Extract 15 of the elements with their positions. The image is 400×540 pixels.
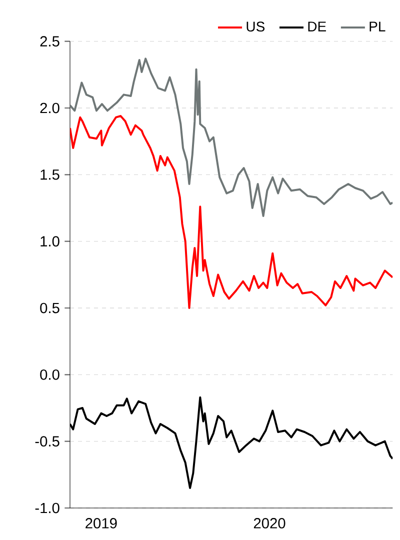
legend-label: US: [246, 22, 265, 32]
x-tick-label: 2019: [86, 518, 117, 528]
y-tick-label: 0.0: [40, 369, 60, 380]
y-tick-label: 0.5: [40, 302, 60, 314]
line-series: [70, 115, 393, 309]
x-tick-label: 2020: [254, 518, 286, 528]
legend-label: PL: [370, 22, 386, 32]
y-tick-label: -0.5: [35, 436, 60, 447]
y-tick-label: 2.0: [40, 102, 60, 114]
y-tick-label: 2.5: [40, 36, 60, 47]
y-tick-label: 1.5: [40, 170, 60, 180]
line-series: [70, 58, 393, 217]
legend-label: DE: [308, 22, 326, 32]
y-tick-label: 1.0: [40, 236, 60, 247]
y-tick-label: -1.0: [35, 502, 60, 514]
